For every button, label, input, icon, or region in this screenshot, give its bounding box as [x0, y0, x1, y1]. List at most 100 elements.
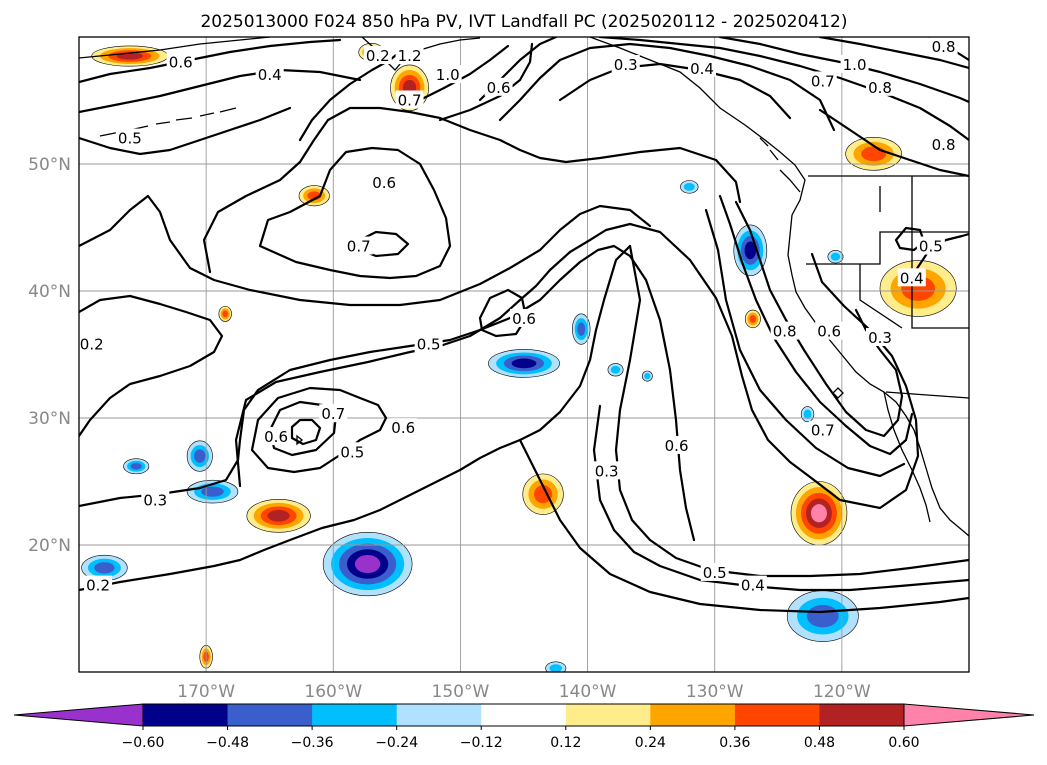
pv-contour [79, 244, 696, 542]
lat-tick-label: 30°N [28, 409, 71, 429]
pv-contour [518, 438, 969, 614]
shade-level [577, 322, 586, 336]
pv-contour [268, 400, 338, 457]
contour-label-background [395, 46, 424, 65]
shade-level [803, 409, 812, 419]
contour-label: 0.6 [391, 419, 415, 437]
contour-label: 0.5 [417, 335, 441, 353]
pv-contour [614, 244, 969, 578]
pv-contour [79, 294, 224, 438]
positive-pv-anomaly [744, 309, 761, 329]
lat-tick-label: 20°N [28, 536, 71, 556]
contour-label-background [166, 52, 195, 71]
contour-label-background [262, 427, 291, 446]
contour-label-background [916, 236, 945, 255]
shade-level [749, 314, 757, 323]
negative-pv-anomaly [607, 363, 624, 377]
contour-label-background [115, 128, 144, 147]
contour-label-background [338, 442, 367, 461]
contour-label: 0.6 [169, 53, 193, 71]
colorbar-segment [734, 704, 820, 726]
latitude-tick-labels: 20°N 30°N 40°N 50°N [28, 155, 71, 556]
colorbar-tick-label: 0.60 [888, 735, 919, 751]
colorbar-tick-label: 0.24 [635, 735, 666, 751]
colorbar-tick-label: 0.48 [804, 735, 835, 751]
positive-pv-anomaly [522, 473, 564, 515]
lon-tick-label: 120°W [813, 682, 871, 702]
contour-label-background [808, 71, 837, 90]
colorbar-segment [227, 704, 313, 726]
contour-label-background [738, 575, 767, 594]
contour-label: 0.5 [919, 238, 943, 256]
contour-label-background [510, 308, 538, 327]
shade-level [222, 310, 229, 318]
contour-label: 0.6 [817, 323, 841, 341]
colorbar-segment [396, 704, 482, 726]
contour-label: 0.5 [340, 443, 364, 461]
contour-label: 0.8 [868, 79, 892, 97]
contour-label: 1.0 [436, 66, 460, 84]
contour-label-background [866, 77, 894, 96]
shade-level [683, 182, 695, 191]
pv-contour [592, 404, 969, 592]
contour-label-background [897, 268, 926, 287]
shade-level [201, 486, 224, 497]
contour-label-background [255, 65, 284, 84]
contour-label: 0.7 [811, 72, 835, 90]
contour-labels: 0.6 0.4 0.2 1.2 0.7 1.0 0.6 0.5 0.3 0.4 1.0 0.7 0.8 0… [79, 37, 958, 595]
shade-level [861, 146, 887, 162]
map-title: 2025013000 F024 850 hPa PV, IVT Landfall… [200, 12, 847, 32]
shade-level [94, 562, 115, 574]
pv-contour [734, 200, 904, 438]
pv-contour [704, 208, 906, 478]
contour-label-background [363, 46, 392, 65]
pv-contour [498, 42, 836, 132]
colorbar-segment [481, 704, 567, 726]
contour-label: 0.7 [811, 422, 835, 440]
contour-label-background [84, 575, 113, 594]
negative-pv-anomaly [827, 250, 844, 264]
lon-tick-label: 130°W [686, 682, 744, 702]
contour-label: 0.5 [703, 564, 727, 582]
lon-tick-label: 170°W [177, 682, 235, 702]
shade-level [610, 365, 621, 374]
contour-label: 1.0 [843, 56, 867, 74]
shade-level [830, 252, 841, 261]
contour-label: 0.4 [690, 60, 714, 78]
contour-label-background [808, 420, 837, 439]
pv-contour [79, 38, 342, 84]
shade-level [806, 604, 839, 628]
contour-label: 0.4 [900, 269, 924, 287]
contour-label-background [592, 461, 621, 480]
colorbar-extend-max [903, 703, 1035, 727]
contour-label-background [319, 404, 348, 423]
contour-label: 0.6 [372, 174, 396, 192]
colorbar-segment [143, 704, 229, 726]
contour-label-background [370, 173, 399, 192]
contour-label: 0.4 [258, 66, 282, 84]
pv-contour [79, 68, 362, 114]
negative-pv-anomaly [572, 313, 591, 345]
shade-level [194, 449, 206, 463]
contour-label: 0.6 [665, 437, 689, 455]
contour-label-background [700, 562, 729, 581]
contour-label-background [840, 54, 869, 73]
longitude-tick-labels: 170°W 160°W 150°W 140°W 130°W 120°W [177, 682, 871, 702]
contour-label: 0.3 [595, 462, 619, 480]
contour-label: 0.8 [932, 136, 956, 154]
pv-contour [258, 146, 452, 280]
colorbar-segment [819, 704, 905, 726]
positive-pv-anomaly [790, 481, 848, 546]
pv-contour [79, 194, 652, 307]
contour-label: 0.3 [614, 56, 638, 74]
pv-contour [598, 37, 969, 142]
negative-pv-anomaly [81, 554, 128, 581]
contour-label: 0.2 [86, 577, 110, 595]
shade-level [511, 358, 537, 369]
pv-contour [914, 232, 969, 272]
contour-label-background [79, 334, 106, 353]
colorbar-tick-label: −0.36 [291, 735, 334, 751]
shade-level [810, 504, 827, 523]
contour-label-background [929, 134, 958, 153]
